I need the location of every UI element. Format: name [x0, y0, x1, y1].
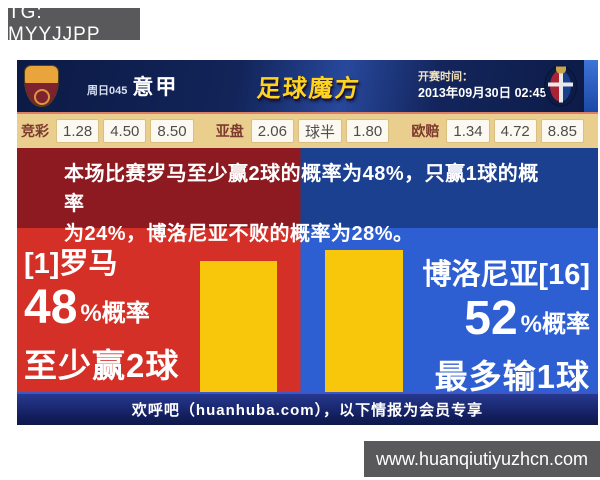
jingcai-label: 竞彩	[21, 123, 49, 139]
header-accent-stripe	[584, 60, 598, 112]
site-watermark: www.huanqiutiyuzhcn.com	[364, 441, 600, 477]
away-probability-value: 52	[464, 292, 518, 345]
match-number: 周日045	[87, 85, 128, 97]
match-card: 周日045 意甲 足球魔方 开赛时间： 2013年09月30日 02:45 竞彩…	[17, 60, 598, 425]
away-outcome: 最多输1球	[434, 358, 590, 395]
home-probability-value: 48	[24, 281, 78, 334]
oupei-label: 欧赔	[411, 123, 440, 139]
banner-line-2: 为24%，博洛尼亚不败的概率为28%。	[64, 223, 414, 245]
odds-group-oupei: 欧赔 1.34 4.72 8.85	[411, 119, 584, 143]
away-probability-suffix: %概率	[520, 311, 590, 338]
probability-panel: 本场比赛罗马至少赢2球的概率为48%，只赢1球的概率 为24%，博洛尼亚不败的概…	[17, 148, 598, 395]
home-team-name: [1]罗马	[24, 248, 118, 280]
odds-group-jingcai: 竞彩 1.28 4.50 8.50	[21, 119, 194, 143]
away-team-name: 博洛尼亚[16]	[422, 259, 590, 291]
kickoff-time: 2013年09月30日 02:45	[418, 86, 547, 100]
home-bar	[200, 261, 277, 392]
kickoff-info: 开赛时间： 2013年09月30日 02:45	[418, 70, 547, 101]
roma-crest-icon	[25, 66, 58, 106]
yapan-home-odds: 2.06	[250, 119, 294, 143]
oupei-away-odds: 8.85	[540, 119, 584, 143]
oupei-draw-odds: 4.72	[493, 119, 537, 143]
odds-row: 竞彩 1.28 4.50 8.50 亚盘 2.06 球半 1.80 欧赔 1.3…	[17, 112, 598, 148]
footer-bar: 欢呼吧（huanhuba.com），以下情报为会员专享	[17, 392, 598, 425]
match-meta: 周日045 意甲	[87, 71, 178, 101]
odds-group-yapan: 亚盘 2.06 球半 1.80	[215, 119, 390, 143]
oupei-home-odds: 1.34	[446, 119, 490, 143]
banner-line-1: 本场比赛罗马至少赢2球的概率为48%，只赢1球的概率	[64, 163, 539, 215]
yapan-label: 亚盘	[215, 123, 244, 139]
home-team-block: [1]罗马 48 %概率 至少赢2球	[24, 240, 179, 387]
away-probability: 52 %概率	[422, 292, 590, 345]
probability-banner: 本场比赛罗马至少赢2球的概率为48%，只赢1球的概率 为24%，博洛尼亚不败的概…	[64, 159, 556, 249]
jingcai-draw-odds: 4.50	[103, 119, 147, 143]
match-header: 周日045 意甲 足球魔方 开赛时间： 2013年09月30日 02:45	[17, 60, 598, 112]
jingcai-away-odds: 8.50	[150, 119, 194, 143]
home-probability: 48 %概率	[24, 281, 179, 334]
brand-logo: 足球魔方	[255, 75, 362, 103]
league-name: 意甲	[132, 76, 179, 99]
jingcai-home-odds: 1.28	[56, 119, 100, 143]
away-bar	[325, 250, 403, 392]
away-team-block: 博洛尼亚[16] 52 %概率 最多输1球	[422, 251, 590, 398]
home-probability-suffix: %概率	[80, 300, 150, 327]
tg-watermark: TG: MYYJJPP	[8, 2, 140, 45]
yapan-away-odds: 1.80	[346, 119, 390, 143]
bologna-crest-icon	[545, 66, 576, 106]
yapan-handicap: 球半	[297, 119, 342, 143]
kickoff-label: 开赛时间：	[418, 71, 473, 83]
home-outcome: 至少赢2球	[24, 347, 180, 384]
